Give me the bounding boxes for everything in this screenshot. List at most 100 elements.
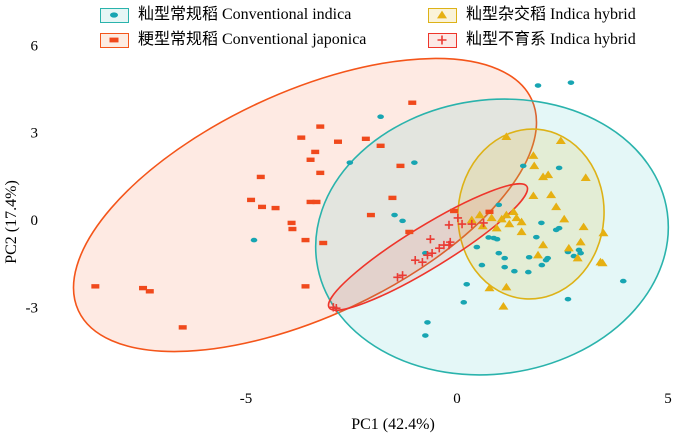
point-plus xyxy=(444,240,454,250)
legend-label: 籼型杂交稻 Indica hybrid xyxy=(466,6,636,23)
legend-item-3: 籼型杂交稻 Indica hybrid xyxy=(428,6,636,24)
point-plus xyxy=(467,219,476,229)
point-dot xyxy=(501,255,508,261)
point-dot xyxy=(473,244,481,250)
point-square xyxy=(178,325,187,330)
point-square xyxy=(287,220,296,226)
y-axis-title: PC2 (17.4%) xyxy=(3,138,21,264)
point-dot xyxy=(538,220,545,226)
point-triangle xyxy=(546,190,557,199)
point-square xyxy=(405,229,414,235)
point-triangle xyxy=(498,302,509,310)
point-square xyxy=(256,174,265,180)
point-square xyxy=(485,209,494,215)
point-triangle xyxy=(486,213,497,222)
legend-key-dot-icon xyxy=(100,7,129,23)
point-triangle xyxy=(508,207,519,216)
point-triangle xyxy=(598,228,609,237)
point-plus xyxy=(398,271,407,280)
point-square xyxy=(376,143,385,148)
point-square xyxy=(271,205,280,211)
point-triangle xyxy=(538,240,549,249)
point-triangle xyxy=(501,282,512,291)
confidence-ellipses xyxy=(72,57,670,376)
point-triangle xyxy=(491,223,502,232)
point-square xyxy=(366,212,375,218)
point-triangle xyxy=(543,170,554,179)
point-plus xyxy=(457,219,467,229)
point-dot xyxy=(250,237,258,243)
point-dot xyxy=(493,236,501,242)
point-dot xyxy=(495,202,503,208)
point-plus xyxy=(444,220,454,230)
legend-key-plus-icon xyxy=(428,32,457,48)
point-plus xyxy=(479,218,488,228)
point-triangle xyxy=(516,217,527,226)
point-plus xyxy=(332,303,341,313)
point-triangle xyxy=(501,210,512,219)
point-triangle xyxy=(496,214,507,223)
point-square xyxy=(450,208,459,214)
point-dot xyxy=(422,333,429,338)
point-square xyxy=(319,240,328,246)
point-square xyxy=(316,170,325,176)
legend-label: 籼型不育系 Indica hybrid xyxy=(466,31,636,48)
point-square xyxy=(306,199,315,205)
point-square xyxy=(306,157,315,162)
point-square xyxy=(91,284,100,289)
point-dot xyxy=(485,235,492,240)
point-square xyxy=(258,204,267,210)
point-plus xyxy=(453,213,463,223)
point-dot xyxy=(346,160,354,165)
point-triangle xyxy=(551,202,562,211)
point-dot xyxy=(495,250,503,256)
point-triangle xyxy=(538,172,549,181)
legend-key-triangle-icon xyxy=(428,7,457,23)
point-plus xyxy=(418,257,427,267)
dot-marker-glyph xyxy=(110,11,118,18)
point-plus xyxy=(426,235,435,244)
point-triangle xyxy=(578,222,589,231)
point-square xyxy=(301,284,310,289)
point-square xyxy=(301,237,310,243)
point-triangle xyxy=(511,213,522,222)
point-dot xyxy=(511,268,518,274)
point-dot xyxy=(391,212,398,218)
confidence-ellipse-hybrid xyxy=(457,128,605,300)
point-square xyxy=(396,163,405,169)
point-dot xyxy=(424,320,431,325)
point-dot xyxy=(564,296,572,302)
point-triangle xyxy=(474,210,485,219)
point-dot xyxy=(399,218,406,224)
point-triangle xyxy=(572,253,583,262)
y-tick-label: 6 xyxy=(31,38,39,54)
axis-tick-labels: -5 0 5 6 3 0 -3 xyxy=(26,38,672,407)
point-square xyxy=(361,136,370,142)
point-square xyxy=(139,285,148,291)
point-square xyxy=(316,124,325,129)
scatter-points xyxy=(91,80,627,338)
point-triangle xyxy=(516,227,527,236)
legend-item-1: 籼型常规稻 Conventional indica xyxy=(100,6,351,24)
point-triangle xyxy=(597,258,608,267)
point-triangle xyxy=(555,136,566,145)
x-tick-label: 5 xyxy=(664,391,672,407)
point-triangle xyxy=(484,283,495,292)
legend-item-4: 籼型不育系 Indica hybrid xyxy=(428,31,636,49)
x-axis-title: PC1 (42.4%) xyxy=(318,416,468,434)
point-dot xyxy=(538,262,546,268)
y-tick-label: 0 xyxy=(31,213,39,229)
point-square xyxy=(288,226,297,232)
point-triangle xyxy=(580,173,591,182)
point-triangle xyxy=(477,221,488,230)
point-dot xyxy=(544,255,552,261)
point-triangle xyxy=(559,214,570,223)
point-dot xyxy=(534,83,542,88)
point-triangle xyxy=(501,132,512,140)
point-square xyxy=(333,139,342,144)
legend-key-square-icon xyxy=(100,32,129,48)
point-dot xyxy=(478,262,486,268)
legend-label: 籼型常规稻 Conventional indica xyxy=(138,6,352,23)
square-marker-glyph xyxy=(109,37,119,42)
